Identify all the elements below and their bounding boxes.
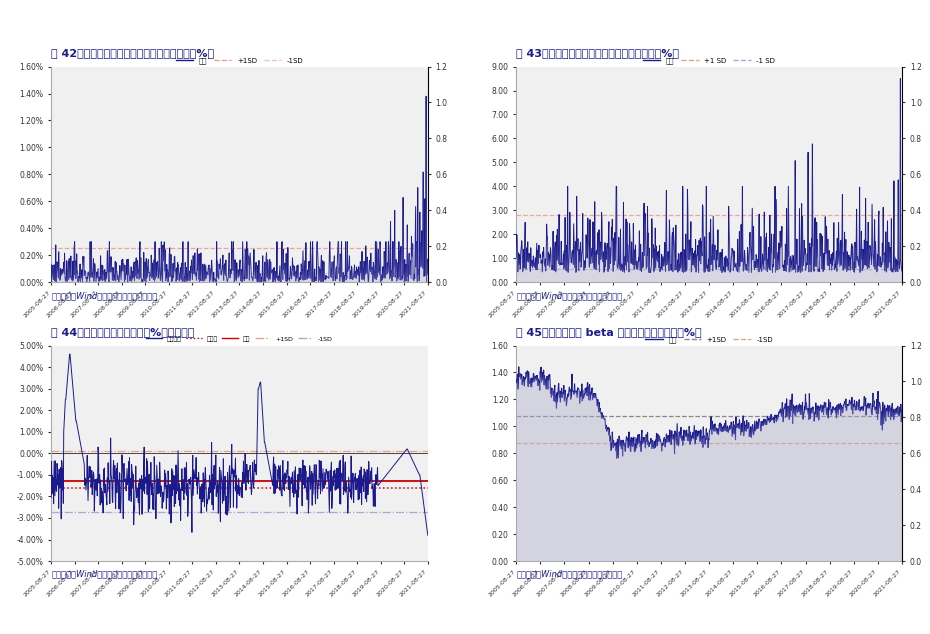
Legend: 比率, +1 SD, -1 SD: 比率, +1 SD, -1 SD [640, 55, 778, 67]
Text: 图 42：化妆品行业成交额与全行业比例情况（%）: 图 42：化妆品行业成交额与全行业比例情况（%） [51, 48, 214, 58]
Text: 资料来源：Wind，中国银河证券研究院整理: 资料来源：Wind，中国银河证券研究院整理 [516, 291, 622, 300]
Legend: 风险溢价, 中位数, 均值, +1SD, -1SD: 风险溢价, 中位数, 均值, +1SD, -1SD [143, 333, 336, 344]
Text: 资料来源：Wind，中国银河证券研究院整理: 资料来源：Wind，中国银河证券研究院整理 [51, 291, 157, 300]
Legend: 比比, +1SD, -1SD: 比比, +1SD, -1SD [173, 55, 306, 67]
Text: 资料来源：Wind，中国银河证券研究院整理: 资料来源：Wind，中国银河证券研究院整理 [51, 570, 157, 579]
Text: 图 43：化妆品行业换手率与全行业比例情况（%）: 图 43：化妆品行业换手率与全行业比例情况（%） [516, 48, 679, 58]
Text: 图 45：化妆品行业 beta 值与全行业比例情况（%）: 图 45：化妆品行业 beta 值与全行业比例情况（%） [516, 327, 702, 337]
Legend: 比例, +1SD, -1SD: 比例, +1SD, -1SD [643, 334, 776, 346]
Text: 图 44：化妆品行业风险溢价（%）走势情况: 图 44：化妆品行业风险溢价（%）走势情况 [51, 327, 194, 337]
Text: 资料来源：Wind，中国银河证券研究院整理: 资料来源：Wind，中国银河证券研究院整理 [516, 570, 622, 579]
